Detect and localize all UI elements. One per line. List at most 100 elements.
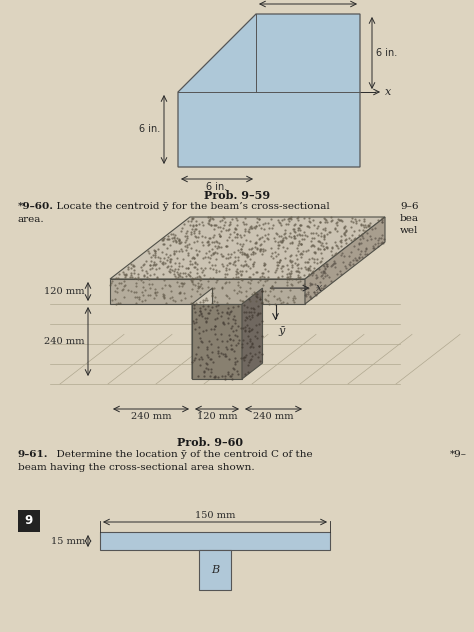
Point (238, 296, 246, 307)
Point (306, 291, 314, 301)
Bar (199, 550, 231, 590)
Point (240, 300, 247, 310)
Point (241, 226, 248, 236)
Point (260, 245, 267, 255)
Point (199, 217, 206, 227)
Point (358, 252, 366, 262)
Point (237, 282, 244, 292)
Point (293, 229, 301, 240)
Point (239, 353, 247, 363)
Point (204, 308, 211, 318)
Point (310, 257, 318, 267)
Point (246, 253, 254, 264)
Point (201, 295, 209, 305)
Point (345, 233, 352, 243)
Point (191, 231, 199, 241)
Point (219, 223, 227, 233)
Point (341, 229, 348, 240)
Point (219, 212, 227, 222)
Point (209, 260, 216, 270)
Point (160, 293, 168, 303)
Point (340, 251, 348, 261)
Point (320, 244, 328, 254)
Point (175, 238, 182, 248)
Point (285, 213, 292, 223)
Point (186, 270, 193, 281)
Point (342, 238, 349, 248)
Point (255, 341, 263, 351)
Point (189, 213, 197, 223)
Point (310, 247, 318, 257)
Point (198, 354, 206, 364)
Point (178, 278, 185, 288)
Point (303, 264, 310, 274)
Point (321, 262, 329, 272)
Point (247, 354, 255, 364)
Point (366, 218, 374, 228)
Point (159, 239, 167, 249)
Point (151, 284, 159, 294)
Point (248, 339, 256, 349)
Point (261, 264, 268, 274)
Point (315, 264, 323, 274)
Point (207, 250, 215, 260)
Point (167, 257, 174, 267)
Text: *9–: *9– (450, 450, 467, 459)
Point (124, 285, 132, 295)
Point (139, 277, 147, 287)
Point (272, 236, 279, 246)
Point (321, 268, 329, 278)
Point (306, 261, 314, 271)
Point (190, 228, 198, 238)
Point (150, 293, 157, 303)
Point (226, 219, 234, 229)
Point (356, 252, 363, 262)
Point (197, 303, 204, 313)
Point (191, 257, 199, 267)
Point (236, 265, 244, 276)
Point (287, 257, 295, 267)
Point (216, 222, 224, 233)
Point (208, 244, 215, 254)
Point (317, 248, 325, 258)
Point (211, 372, 219, 382)
Point (120, 269, 128, 279)
Point (129, 261, 137, 271)
Point (227, 371, 235, 381)
Point (337, 236, 345, 246)
Point (337, 236, 344, 246)
Point (350, 241, 357, 251)
Point (349, 217, 357, 227)
Point (253, 296, 260, 307)
Point (160, 234, 167, 245)
Point (356, 249, 364, 259)
Point (245, 294, 253, 304)
Point (249, 250, 257, 260)
Point (246, 313, 254, 324)
Point (196, 306, 203, 316)
Point (379, 237, 386, 247)
Point (322, 238, 330, 248)
Point (307, 236, 315, 246)
Point (254, 213, 261, 223)
Text: 6 in.: 6 in. (206, 182, 228, 192)
Point (160, 292, 168, 302)
Point (178, 281, 186, 291)
Point (328, 215, 336, 225)
Point (173, 252, 181, 262)
Point (246, 342, 254, 352)
Point (319, 270, 326, 280)
Point (188, 243, 195, 253)
Point (336, 266, 344, 276)
Point (317, 277, 324, 288)
Point (210, 230, 218, 240)
Point (355, 253, 362, 263)
Point (300, 246, 307, 256)
Point (246, 336, 254, 346)
Point (303, 221, 311, 231)
Point (134, 274, 141, 284)
Point (164, 252, 172, 262)
Point (234, 229, 241, 239)
Point (304, 283, 311, 293)
Point (363, 228, 371, 238)
